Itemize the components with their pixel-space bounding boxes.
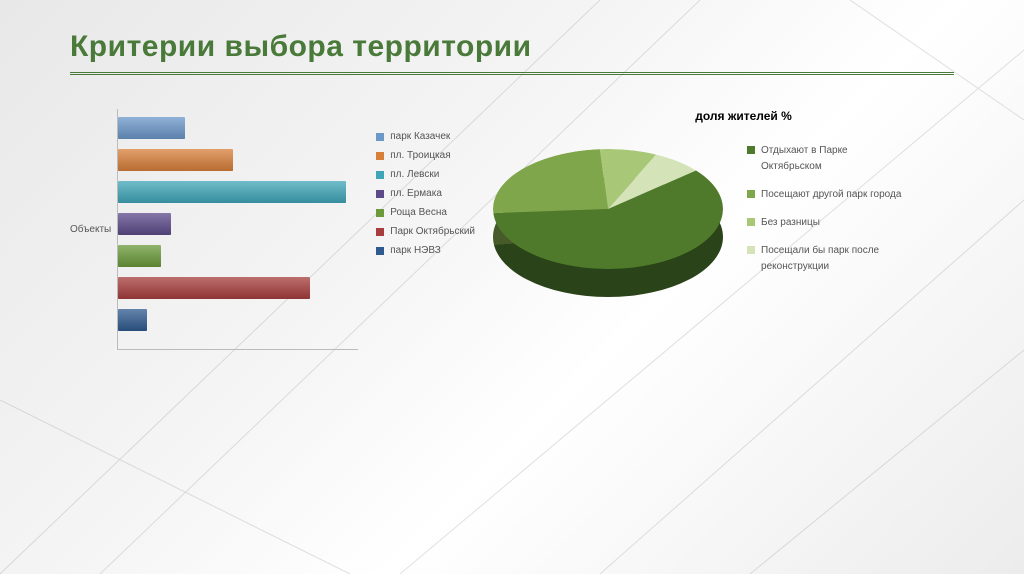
legend-swatch: [747, 218, 755, 226]
legend-swatch: [376, 209, 384, 217]
legend-swatch: [376, 152, 384, 160]
pie-top: [493, 149, 723, 269]
pie-legend-item: Без разницы: [747, 215, 911, 231]
pie-legend-item: Посещали бы парк после реконструкции: [747, 243, 911, 275]
pie-legend-item: Отдыхают в Парке Октябрьском: [747, 143, 911, 175]
legend-swatch: [747, 190, 755, 198]
bar-6: [118, 309, 147, 331]
bar-chart: Объекты: [70, 109, 358, 350]
title-rule: [70, 72, 954, 75]
legend-swatch: [376, 247, 384, 255]
page-title: Критерии выбора территории: [70, 30, 954, 64]
bar-5: [118, 277, 310, 299]
bar-legend: парк Казачекпл. Троицкаяпл. Левскипл. Ер…: [376, 109, 475, 350]
legend-swatch: [376, 228, 384, 236]
pie-title: доля жителей %: [533, 109, 954, 123]
legend-swatch: [747, 146, 755, 154]
bar-4: [118, 245, 161, 267]
legend-swatch: [376, 133, 384, 141]
bar-legend-item: пл. Ермака: [376, 184, 475, 203]
bar-3: [118, 213, 171, 235]
legend-swatch: [747, 246, 755, 254]
legend-label: Посещали бы парк после реконструкции: [761, 243, 911, 275]
pie-legend: Отдыхают в Парке Октябрьском Посещают дру…: [747, 139, 911, 287]
bar-legend-item: Роща Весна: [376, 203, 475, 222]
bar-plot-area: [117, 109, 358, 350]
slide-content: Критерии выбора территории Объекты парк …: [0, 0, 1024, 380]
legend-label: парк НЭВЗ: [390, 241, 440, 260]
pie-3d: [493, 149, 723, 309]
legend-label: пл. Ермака: [390, 184, 442, 203]
bar-2: [118, 181, 346, 203]
legend-label: пл. Левски: [390, 165, 439, 184]
charts-row: Объекты парк Казачекпл. Троицкаяпл. Левс…: [70, 109, 954, 350]
bar-y-axis-label: Объекты: [70, 224, 111, 235]
legend-label: Роща Весна: [390, 203, 447, 222]
legend-label: Парк Октябрьский: [390, 222, 475, 241]
legend-label: Без разницы: [761, 215, 820, 231]
legend-swatch: [376, 190, 384, 198]
bar-legend-item: Парк Октябрьский: [376, 222, 475, 241]
bar-legend-item: парк НЭВЗ: [376, 241, 475, 260]
pie-legend-item: Посещают другой парк города: [747, 187, 911, 203]
pie-slice-1: [493, 149, 608, 213]
bar-1: [118, 149, 233, 171]
pie-chart: доля жителей % Отдыхают в Парке Октябрьс…: [493, 109, 954, 350]
legend-label: Отдыхают в Парке Октябрьском: [761, 143, 911, 175]
bar-legend-item: пл. Левски: [376, 165, 475, 184]
legend-label: парк Казачек: [390, 127, 450, 146]
bar-legend-item: парк Казачек: [376, 127, 475, 146]
legend-swatch: [376, 171, 384, 179]
bar-legend-item: пл. Троицкая: [376, 146, 475, 165]
legend-label: пл. Троицкая: [390, 146, 450, 165]
legend-label: Посещают другой парк города: [761, 187, 901, 203]
bar-0: [118, 117, 185, 139]
